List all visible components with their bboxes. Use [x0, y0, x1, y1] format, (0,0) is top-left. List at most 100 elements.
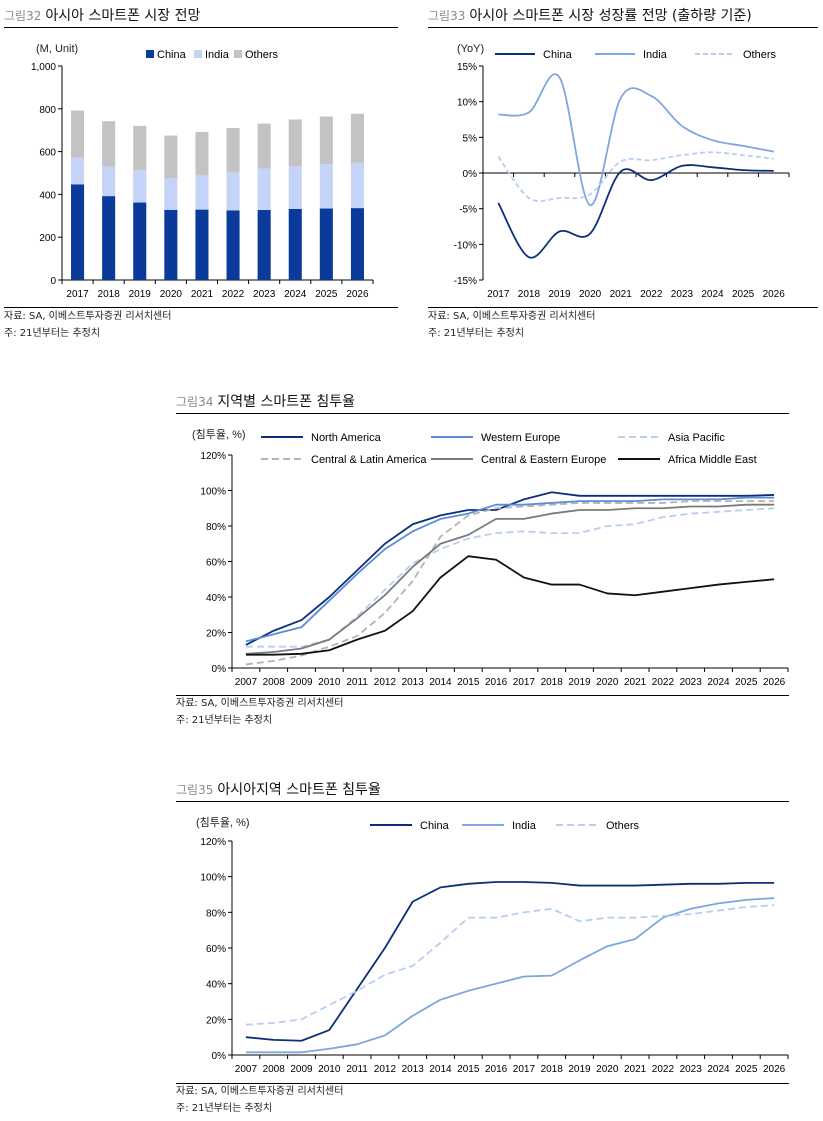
x-tick-label: 2019 [568, 1064, 591, 1075]
legend-label-africa-middle-east: Africa Middle East [668, 454, 757, 466]
y-tick-label: 400 [39, 190, 56, 201]
bar-segment-china [133, 202, 147, 280]
y-tick-label: 80% [206, 908, 226, 919]
figure-32-chart: (M, Unit) 0 200 400 600 800 1,000 2017 2018 2019 2… [31, 43, 374, 300]
x-tick-label: 2018 [541, 677, 564, 688]
series-line-others [497, 151, 774, 203]
y-tick-label: 0% [212, 664, 227, 675]
x-tick-label: 2025 [732, 289, 755, 300]
y-tick-label: 5% [463, 133, 478, 144]
bar-segment-china [319, 208, 333, 280]
bar-segment-china [226, 210, 240, 280]
y-tick-label: 600 [39, 148, 56, 159]
x-tick-label: 2013 [402, 1064, 425, 1075]
x-tick-label: 2010 [318, 677, 341, 688]
bar-segment-india [71, 157, 85, 185]
y-tick-label: 20% [206, 629, 226, 640]
bar-segment-others [102, 121, 116, 167]
series-line-central-eastern-europe [245, 503, 775, 655]
x-tick-label: 2020 [160, 289, 183, 300]
y-tick-label: -15% [454, 276, 477, 287]
x-tick-label: 2007 [235, 677, 258, 688]
x-tick-label: 2026 [763, 1064, 786, 1075]
bar-segment-india [102, 166, 116, 197]
y-tick-label: 0% [463, 169, 478, 180]
figure-number: 그림34 [176, 395, 214, 409]
x-tick-label: 2023 [253, 289, 276, 300]
bar-segment-others [226, 128, 240, 173]
figure-33-source: 자료: SA, 이베스트투자증권 리서치센터 [428, 311, 596, 322]
x-tick-label: 2021 [624, 677, 647, 688]
x-tick-label: 2020 [579, 289, 602, 300]
x-tick-label: 2025 [315, 289, 338, 300]
legend-label-others: Others [245, 49, 279, 61]
figure-number: 그림33 [428, 9, 466, 23]
y-tick-label: 120% [200, 837, 226, 848]
x-tick-label: 2016 [485, 677, 508, 688]
figure-35-source: 자료: SA, 이베스트투자증권 리서치센터 [176, 1086, 344, 1097]
y-tick-label: 40% [206, 593, 226, 604]
figure-title-text: 아시아 스마트폰 시장 성장률 전망 (출하량 기준) [469, 8, 752, 24]
legend-label-india: India [205, 49, 230, 61]
legend-label-central-latin-america: Central & Latin America [311, 454, 427, 466]
figure-34-title: 그림34 지역별 스마트폰 침투율 [176, 391, 355, 411]
legend-label-others: Others [606, 820, 640, 832]
x-tick-label: 2024 [701, 289, 724, 300]
legend-label-china: China [543, 49, 573, 61]
figure-title-text: 아시아지역 스마트폰 침투율 [217, 782, 381, 798]
x-tick-label: 2024 [707, 1064, 730, 1075]
figure-34-source: 자료: SA, 이베스트투자증권 리서치센터 [176, 698, 344, 709]
x-tick-label: 2011 [346, 1064, 368, 1075]
bar-segment-china [350, 208, 364, 280]
unit-label: (M, Unit) [36, 43, 78, 55]
x-tick-label: 2024 [284, 289, 307, 300]
legend-label-asia-pacific: Asia Pacific [668, 432, 725, 444]
figure-33-note: 주: 21년부터는 추정치 [428, 328, 525, 339]
x-tick-label: 2009 [290, 1064, 313, 1075]
legend-label-india: India [512, 820, 537, 832]
x-tick-label: 2022 [652, 677, 675, 688]
x-tick-label: 2015 [457, 677, 480, 688]
x-tick-label: 2009 [290, 677, 313, 688]
figure-number: 그림35 [176, 783, 214, 797]
legend-label-others: Others [743, 49, 777, 61]
x-tick-label: 2012 [374, 1064, 397, 1075]
x-tick-label: 2014 [429, 1064, 452, 1075]
legend-label-china: China [420, 820, 450, 832]
y-tick-label: 800 [39, 105, 56, 116]
bar-segment-china [288, 208, 302, 280]
unit-label: (YoY) [457, 43, 484, 55]
series-line-others [245, 904, 775, 1026]
figure-number: 그림32 [4, 9, 42, 23]
figure-33-title: 그림33 아시아 스마트폰 시장 성장률 전망 (출하량 기준) [428, 5, 752, 25]
bar-segment-china [195, 209, 209, 280]
bar-segment-india [288, 166, 302, 209]
unit-label: (침투율, %) [192, 428, 246, 441]
legend-swatch-china [146, 50, 154, 58]
y-tick-label: 10% [457, 98, 477, 109]
bar-segment-others [195, 131, 209, 176]
x-tick-label: 2008 [263, 677, 286, 688]
y-tick-label: 0% [212, 1051, 227, 1062]
y-tick-label: 40% [206, 980, 226, 991]
legend-label-western-europe: Western Europe [481, 432, 560, 444]
x-tick-label: 2019 [548, 289, 571, 300]
y-tick-label: 100% [200, 873, 226, 884]
y-tick-label: 60% [206, 558, 226, 569]
x-tick-label: 2018 [98, 289, 121, 300]
x-tick-label: 2026 [763, 677, 786, 688]
x-tick-label: 2021 [624, 1064, 647, 1075]
x-tick-label: 2026 [346, 289, 369, 300]
legend-label-north-america: North America [311, 432, 382, 444]
y-tick-label: 80% [206, 522, 226, 533]
figure-34-chart: (침투율, %) 0% 20% 40% 60% 80% 100% 120% 2007 2008 20… [192, 428, 789, 688]
figure-35-note: 주: 21년부터는 추정치 [176, 1103, 273, 1114]
legend-label-india: India [643, 49, 668, 61]
bar-segment-others [319, 116, 333, 165]
figure-35-chart: (침투율, %) 0% 20% 40% 60% 80% 100% 120% 2007 2008 20… [196, 816, 789, 1075]
x-tick-label: 2022 [222, 289, 245, 300]
series-line-india [245, 897, 775, 1054]
series-line-india [498, 73, 774, 207]
figure-33-top-rule [428, 27, 818, 28]
figure-title-text: 지역별 스마트폰 침투율 [217, 394, 356, 410]
